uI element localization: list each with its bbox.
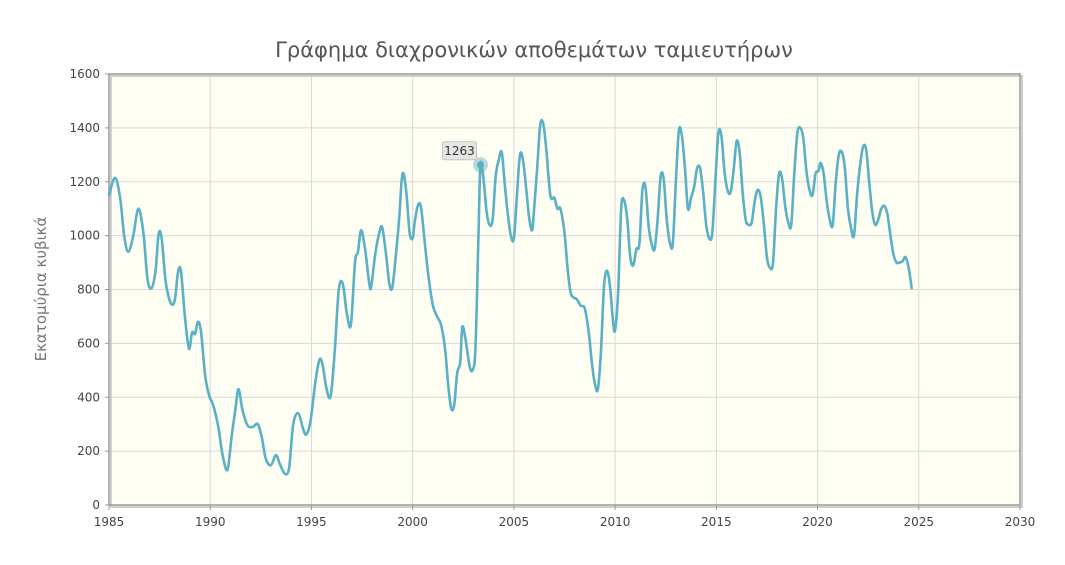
series-line[interactable]	[107, 118, 913, 476]
y-tick-label: 600	[77, 336, 100, 350]
x-axis-ticks: 1985 1990 1995 2000 2005 2010 2015 2020 2025 2030	[94, 505, 1036, 529]
series-layer	[107, 118, 913, 476]
x-tick-label: 2020	[802, 515, 833, 529]
x-tick-label: 2010	[600, 515, 631, 529]
x-tick-label: 1990	[195, 515, 226, 529]
tooltip-box	[441, 141, 477, 161]
chart-title: Γράφημα διαχρονικών αποθεμάτων ταμιευτήρ…	[275, 38, 793, 62]
x-tick-label: 2015	[701, 515, 732, 529]
y-tick-label: 0	[92, 498, 100, 512]
data-tooltip[interactable]: 1263	[441, 141, 488, 173]
tooltip-marker[interactable]	[476, 161, 484, 169]
tooltip-value: 1263	[444, 144, 475, 158]
y-tick-label: 200	[77, 444, 100, 458]
y-axis-ticks: 0 200 400 600 800 1000 1200 1400 1600	[69, 67, 109, 512]
y-tick-label: 800	[77, 283, 100, 297]
y-tick-label: 1400	[69, 121, 100, 135]
x-tick-label: 2005	[499, 515, 530, 529]
x-tick-label: 2030	[1005, 515, 1036, 529]
y-axis-label: Εκατομύρια κυβικά	[32, 217, 50, 362]
y-tick-label: 1000	[69, 229, 100, 243]
y-tick-label: 1600	[69, 67, 100, 81]
plot-frame-shadow	[110, 75, 1023, 508]
y-tick-label: 400	[77, 390, 100, 404]
x-tick-label: 2000	[397, 515, 428, 529]
y-tick-label: 1200	[69, 175, 100, 189]
x-tick-label: 1995	[296, 515, 327, 529]
x-tick-label: 2025	[904, 515, 935, 529]
x-tick-label: 1985	[94, 515, 125, 529]
